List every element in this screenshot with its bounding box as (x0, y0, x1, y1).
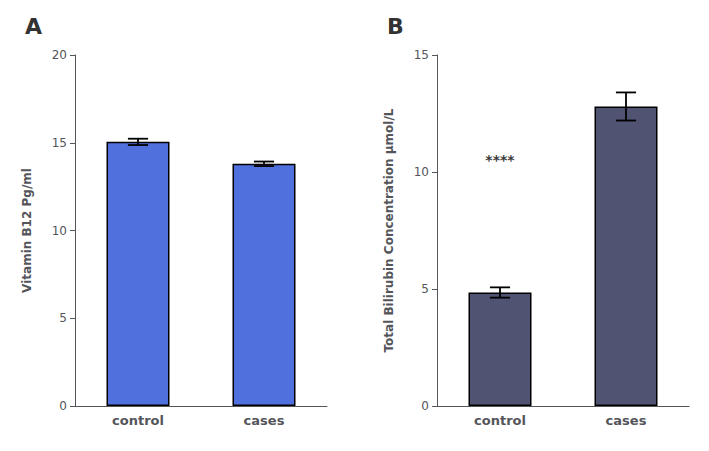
svg-text:cases: cases (244, 413, 285, 428)
svg-text:control: control (112, 413, 164, 428)
svg-text:****: **** (485, 152, 515, 168)
svg-text:Vitamin B12 Pg/ml: Vitamin B12 Pg/ml (20, 168, 34, 293)
svg-text:Total Bilirubin Concentration: Total Bilirubin Concentration μmol/L (382, 108, 396, 352)
svg-text:15: 15 (414, 48, 429, 62)
svg-text:20: 20 (52, 48, 67, 62)
svg-text:A: A (25, 14, 42, 39)
svg-text:10: 10 (414, 165, 429, 179)
svg-text:10: 10 (52, 224, 67, 238)
svg-text:5: 5 (59, 311, 67, 325)
svg-text:B: B (387, 14, 404, 39)
svg-text:0: 0 (59, 399, 67, 413)
svg-text:cases: cases (606, 413, 647, 428)
svg-text:0: 0 (421, 399, 429, 413)
svg-text:5: 5 (421, 282, 429, 296)
svg-text:15: 15 (52, 136, 67, 150)
svg-text:control: control (474, 413, 526, 428)
